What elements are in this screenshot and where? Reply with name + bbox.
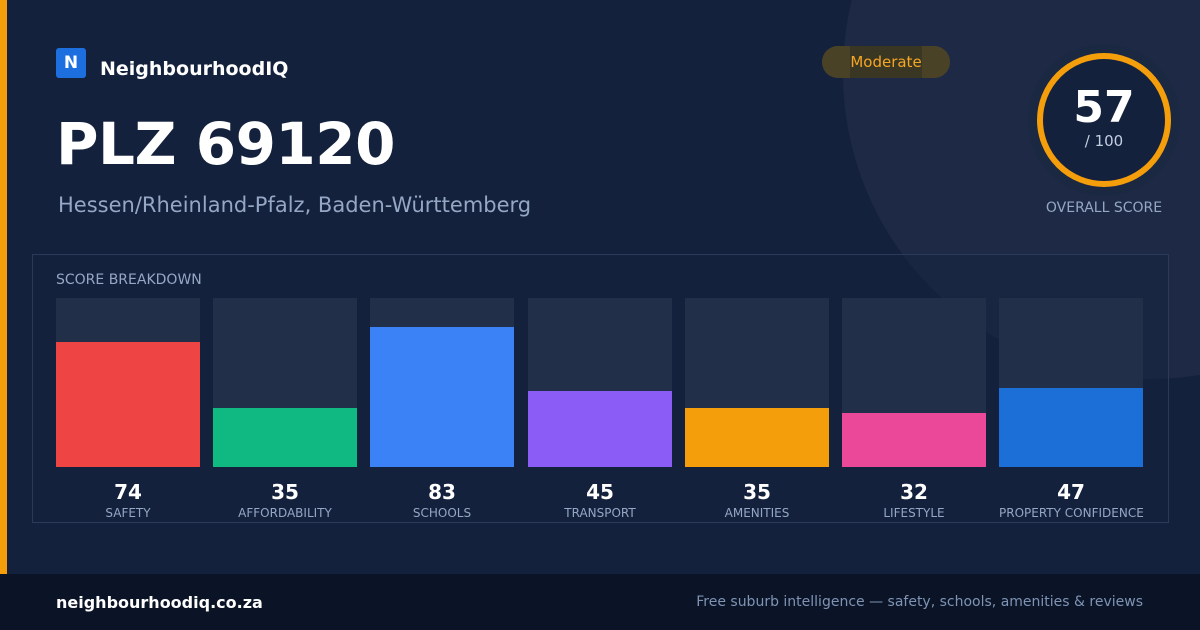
bar-label: SAFETY <box>105 506 151 520</box>
bar-track <box>213 298 357 467</box>
footer-tagline: Free suburb intelligence — safety, schoo… <box>696 594 1143 610</box>
score-bar-amenities: 35 AMENITIES <box>685 298 829 520</box>
overall-score-max: / 100 <box>1084 132 1124 150</box>
footer: neighbourhoodiq.co.za Free suburb intell… <box>0 574 1200 630</box>
brand-logo-icon: N <box>56 48 86 78</box>
bar-fill <box>213 408 357 467</box>
bar-track <box>999 298 1143 467</box>
bar-fill <box>528 391 672 467</box>
score-bar-schools: 83 SCHOOLS <box>370 298 514 520</box>
bar-track <box>685 298 829 467</box>
region-subtitle: Hessen/Rheinland-Pfalz, Baden-Württember… <box>58 193 532 217</box>
score-bar-lifestyle: 32 LIFESTYLE <box>842 298 986 520</box>
bar-track <box>370 298 514 467</box>
bar-value: 35 <box>743 480 771 504</box>
bar-label: SCHOOLS <box>412 506 472 520</box>
bar-value: 45 <box>586 480 614 504</box>
bar-fill <box>685 408 829 467</box>
brand: N NeighbourhoodIQ <box>56 46 288 80</box>
score-ring-gauge <box>1037 53 1171 187</box>
bar-value: 74 <box>114 480 142 504</box>
page-title: PLZ 69120 <box>56 110 396 178</box>
rating-badge: Moderate <box>822 46 950 78</box>
score-bar-property-confidence: 47 PROPERTY CONFIDENCE <box>999 298 1144 520</box>
bar-label: PROPERTY CONFIDENCE <box>999 506 1144 520</box>
brand-name: NeighbourhoodIQ <box>100 58 289 80</box>
bar-value: 83 <box>428 480 456 504</box>
bar-label: TRANSPORT <box>564 506 636 520</box>
overall-score-value: 57 <box>1073 82 1135 133</box>
score-ring-arc <box>1037 53 1171 187</box>
bar-value: 32 <box>900 480 928 504</box>
bar-track <box>528 298 672 467</box>
rating-badge-label: Moderate <box>850 53 922 71</box>
score-bar-affordability: 35 AFFORDABILITY <box>213 298 357 520</box>
overall-score-label: OVERALL SCORE <box>1045 200 1163 216</box>
bar-fill <box>999 388 1143 467</box>
bar-track <box>56 298 200 467</box>
overall-score-ring: 57 / 100 <box>1028 44 1180 196</box>
bar-label: LIFESTYLE <box>883 506 945 520</box>
bar-label: AFFORDABILITY <box>238 506 332 520</box>
bar-track <box>842 298 986 467</box>
accent-bar <box>0 0 7 574</box>
bar-value: 35 <box>271 480 299 504</box>
bar-fill <box>842 413 986 467</box>
bar-fill <box>370 327 514 467</box>
bar-label: AMENITIES <box>724 506 790 520</box>
score-breakdown-panel: SCORE BREAKDOWN 74 SAFETY 35 AFFORDABILITY 8… <box>32 254 1169 523</box>
bar-value: 47 <box>1057 480 1085 504</box>
score-bar-safety: 74 SAFETY <box>56 298 200 520</box>
footer-url: neighbourhoodiq.co.za <box>56 593 263 612</box>
breakdown-title: SCORE BREAKDOWN <box>56 272 202 288</box>
score-bar-transport: 45 TRANSPORT <box>528 298 672 520</box>
bar-fill <box>56 342 200 467</box>
